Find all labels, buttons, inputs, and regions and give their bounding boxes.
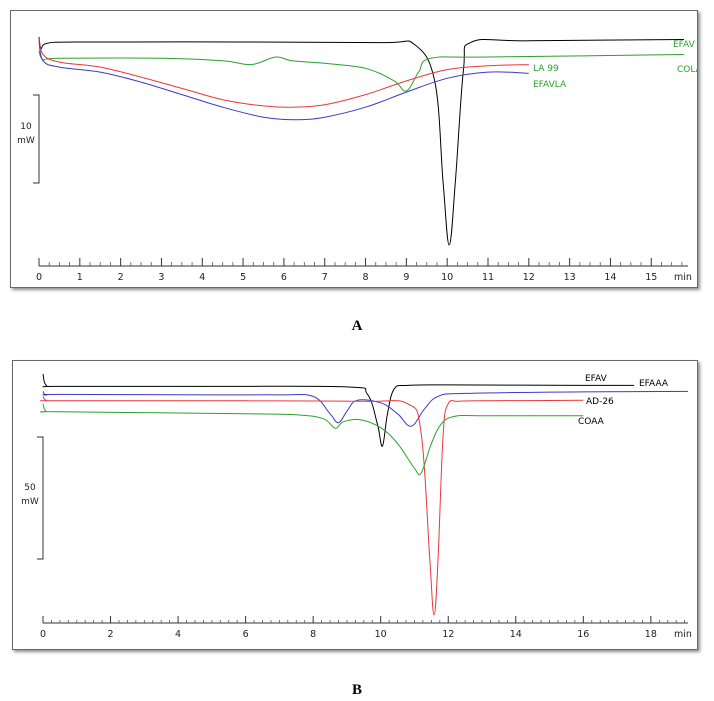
chart-b-series-label: EFAAA xyxy=(639,379,669,389)
chart-b-tick-label: 12 xyxy=(442,629,454,640)
chart-a-tick-label: 1 xyxy=(77,272,83,283)
chart-b-x-label: min xyxy=(674,629,692,640)
chart-a-x-label: min xyxy=(674,272,692,283)
chart-b-tick-label: 14 xyxy=(510,629,522,640)
chart-a-tick-label: 13 xyxy=(564,272,576,283)
chart-a-series-label: EFAVLA xyxy=(533,80,567,90)
chart-a-tick-label: 2 xyxy=(118,272,124,283)
chart-a-series-la-99 xyxy=(38,38,529,108)
chart-a-tick-label: 9 xyxy=(403,272,409,283)
chart-a-tick-label: 15 xyxy=(645,272,657,283)
chart-a-tick-label: 0 xyxy=(36,272,42,283)
chart-a-tick-label: 11 xyxy=(482,272,494,283)
chart-b-series-efav xyxy=(42,373,635,447)
chart-b-tick-label: 16 xyxy=(577,629,589,640)
chart-a-scale-bar xyxy=(33,94,40,184)
chart-a-tick-label: 6 xyxy=(281,272,287,283)
chart-panel-b: 0 2 4 6 8 10 12 14 16 18 min 50 mW EFAV EFAAA AD-26 COAA xyxy=(12,360,698,650)
chart-a-tick-label: 7 xyxy=(322,272,328,283)
chart-a-series-label: EFAV xyxy=(673,40,696,50)
chart-a-tick-label: 5 xyxy=(240,272,246,283)
chart-a-caption: A xyxy=(351,318,363,334)
chart-a-series-efavla xyxy=(38,40,529,121)
chart-b-scale-value: 50 xyxy=(24,483,36,493)
chart-b: 0 2 4 6 8 10 12 14 16 18 min 50 mW EFAV EFAAA AD-26 COAA xyxy=(21,373,692,640)
chart-a-tick-label: 3 xyxy=(158,272,164,283)
chart-a-scale-value: 10 xyxy=(20,122,32,132)
chart-b-tick-label: 2 xyxy=(108,629,114,640)
chart-b-tick-label: 4 xyxy=(175,629,181,640)
chart-a-series-efav xyxy=(38,36,684,246)
chart-b-series-ad-26 xyxy=(39,396,584,616)
chart-a-tick-label: 12 xyxy=(523,272,535,283)
chart-panel-a: 0 1 2 3 4 5 6 7 8 9 10 11 12 13 14 15 min 10 mW EFAV LA 99 EF… xyxy=(10,10,698,288)
chart-a-series-label: LA 99 xyxy=(533,64,559,74)
chart-b-series-coaa xyxy=(39,403,584,476)
chart-b-series-label: COAA xyxy=(578,417,605,427)
chart-b-scale-bar xyxy=(37,436,44,560)
chart-b-tick-label: 6 xyxy=(243,629,249,640)
chart-a-scale-unit: mW xyxy=(17,136,35,146)
chart-b-tick-label: 10 xyxy=(375,629,387,640)
chart-b-scale-unit: mW xyxy=(21,497,39,507)
chart-b-tick-label: 0 xyxy=(40,629,46,640)
chart-a-tick-label: 10 xyxy=(441,272,453,283)
chart-b-series-label: EFAV xyxy=(585,374,608,384)
chart-a-tick-label: 4 xyxy=(199,272,205,283)
chart-b-tick-label: 18 xyxy=(645,629,657,640)
chart-b-series-label: AD-26 xyxy=(586,397,614,407)
chart-b-caption: B xyxy=(351,682,362,698)
chart-a-tick-label: 14 xyxy=(604,272,616,283)
chart-b-tick-label: 8 xyxy=(310,629,316,640)
chart-b-series-efaaa xyxy=(42,390,689,427)
chart-a-series-cola xyxy=(38,50,684,92)
chart-a-tick-label: 8 xyxy=(363,272,369,283)
